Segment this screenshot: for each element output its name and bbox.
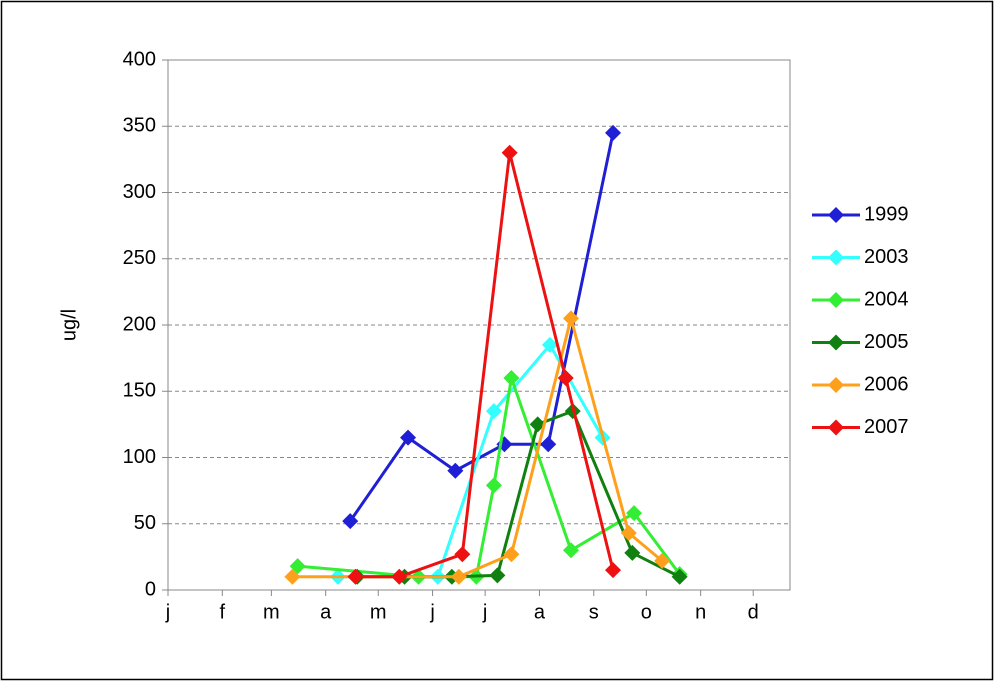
marker (485, 477, 502, 494)
x-tick-label: f (220, 601, 226, 623)
legend-label: 2003 (864, 246, 909, 268)
marker (671, 568, 688, 585)
legend-marker (828, 334, 844, 351)
marker (400, 429, 417, 446)
marker (342, 513, 359, 530)
x-tick-label: a (320, 601, 332, 623)
marker (485, 403, 502, 420)
marker (620, 525, 637, 542)
marker (391, 568, 408, 585)
marker (489, 567, 506, 584)
x-tick-label: d (748, 601, 759, 623)
legend-marker (828, 207, 844, 223)
legend-marker (828, 419, 844, 436)
marker (562, 542, 579, 559)
marker (540, 436, 557, 453)
marker (654, 552, 671, 569)
y-tick-label: 50 (134, 512, 156, 534)
y-axis-label: ug/l (58, 309, 80, 341)
series-line (292, 312, 664, 579)
legend-label: 1999 (864, 203, 909, 225)
x-tick-label: j (482, 601, 487, 623)
y-tick-label: 150 (123, 380, 156, 402)
marker (624, 544, 641, 561)
marker (454, 546, 471, 563)
y-tick-label: 0 (145, 578, 156, 600)
y-tick-label: 200 (123, 313, 156, 335)
plot-border (167, 59, 791, 591)
legend-label: 2004 (864, 288, 909, 310)
marker (284, 568, 301, 585)
x-tick-label: a (534, 601, 546, 623)
marker (562, 310, 579, 327)
y-tick-label: 100 (123, 446, 156, 468)
marker (503, 546, 520, 563)
x-tick-label: s (589, 601, 599, 623)
legend-marker (828, 292, 844, 308)
marker (557, 370, 574, 386)
marker (541, 336, 558, 353)
marker (447, 462, 464, 479)
y-tick-label: 350 (123, 115, 156, 137)
marker (347, 568, 364, 585)
marker (503, 370, 520, 386)
x-tick-label: o (641, 601, 652, 623)
marker (501, 144, 518, 161)
y-tick-label: 400 (123, 48, 156, 70)
marker (605, 562, 622, 579)
legend-label: 2006 (864, 373, 909, 395)
x-tick-label: j (429, 601, 434, 623)
marker (450, 568, 467, 585)
marker (605, 124, 622, 141)
legend-marker (828, 249, 844, 266)
series-line (348, 132, 615, 522)
y-tick-label: 300 (123, 181, 156, 203)
legend-marker (828, 377, 844, 393)
legend-label: 2005 (864, 331, 909, 353)
y-tick-label: 250 (123, 247, 156, 269)
legend-label: 2007 (864, 416, 909, 438)
x-tick-label: n (695, 601, 706, 623)
x-tick-label: m (263, 601, 280, 623)
x-tick-label: j (165, 601, 170, 623)
x-tick-label: m (370, 601, 387, 623)
marker (626, 505, 643, 522)
